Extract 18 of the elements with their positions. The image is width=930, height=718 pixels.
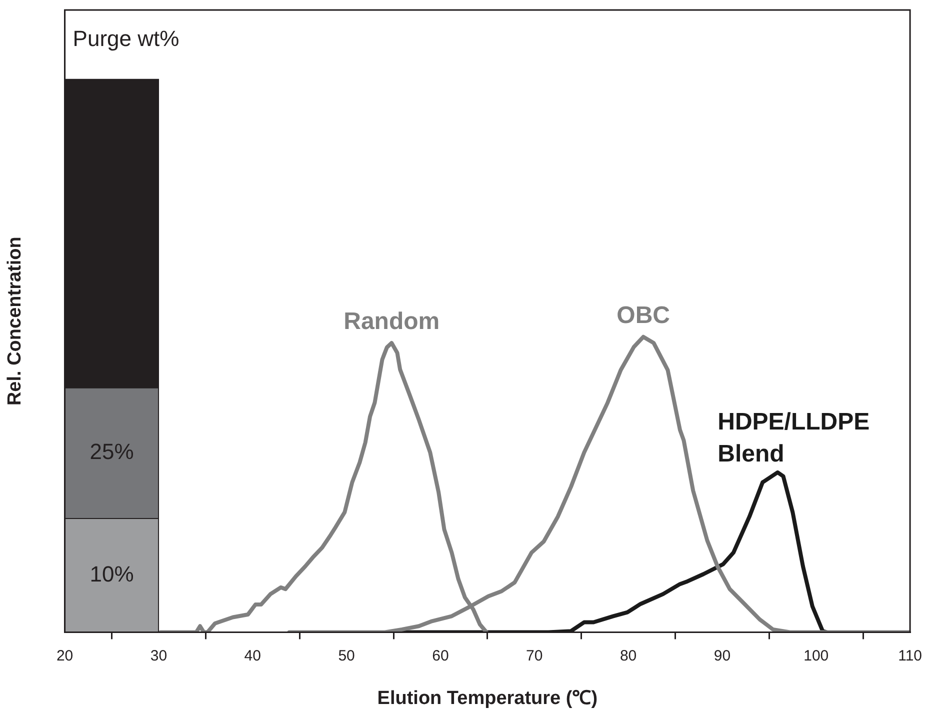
- series-label: HDPE/LLDPE Blend: [718, 408, 870, 468]
- x-tick-label: 20: [56, 647, 74, 664]
- x-tick-label: 70: [526, 647, 543, 664]
- annotation: 10%: [90, 561, 134, 586]
- x-tick-label: 50: [338, 647, 355, 664]
- y-axis-title: Rel. Concentration: [4, 236, 26, 406]
- x-tick-label: 90: [714, 647, 731, 664]
- x-tick-label: 100: [804, 647, 829, 664]
- x-tick-label: 110: [898, 647, 922, 664]
- x-tick-label: 40: [244, 647, 261, 664]
- annotation: 25%: [90, 439, 134, 464]
- series-label: Random: [344, 308, 440, 335]
- x-tick-label: 80: [620, 647, 637, 664]
- x-axis-title: Elution Temperature (℃): [377, 688, 598, 709]
- x-tick-label: 60: [432, 647, 449, 664]
- text: Purge wt%: [72, 26, 180, 52]
- series-label: OBC: [616, 302, 670, 329]
- x-tick-label: 30: [150, 647, 168, 664]
